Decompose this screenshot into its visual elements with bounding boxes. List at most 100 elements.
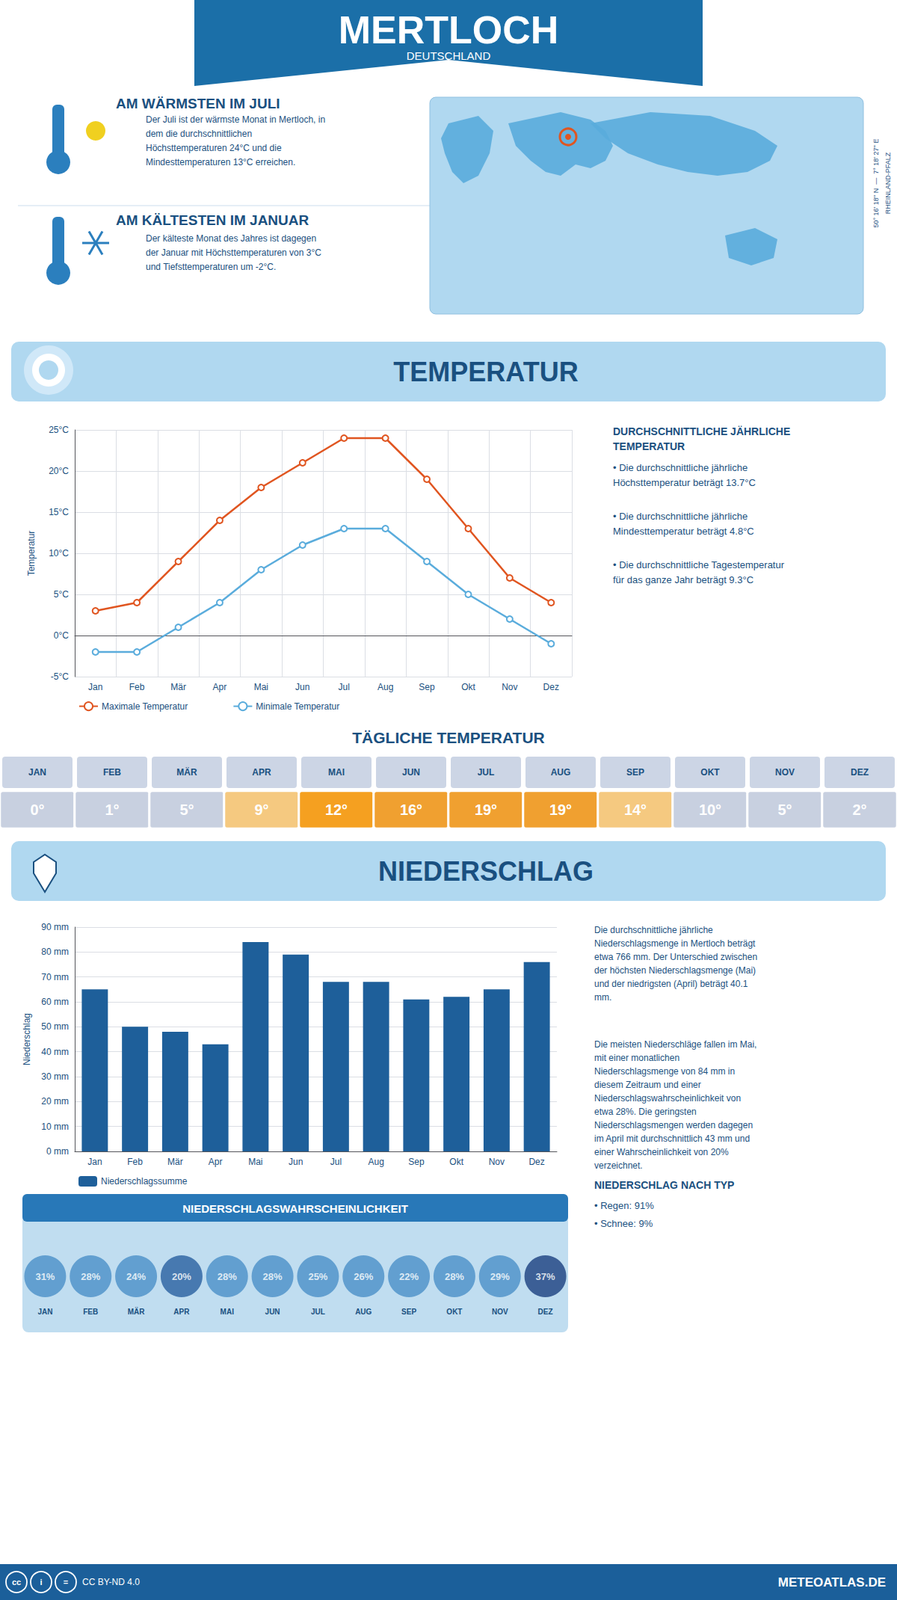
svg-text:80 mm: 80 mm — [41, 946, 69, 957]
svg-text:40 mm: 40 mm — [41, 1046, 69, 1057]
svg-text:JAN: JAN — [37, 1307, 53, 1316]
svg-text:14°: 14° — [624, 801, 647, 818]
svg-text:5°C: 5°C — [53, 589, 69, 600]
svg-text:12°: 12° — [325, 801, 348, 818]
svg-text:50 mm: 50 mm — [41, 1021, 69, 1032]
svg-text:APR: APR — [173, 1307, 190, 1316]
svg-text:5°: 5° — [777, 801, 792, 818]
svg-text:• Regen: 91%: • Regen: 91% — [594, 1199, 655, 1211]
svg-text:SEP: SEP — [401, 1307, 417, 1316]
svg-text:20 mm: 20 mm — [41, 1095, 69, 1107]
svg-text:25%: 25% — [307, 1270, 328, 1282]
svg-text:mit einer monatlichen: mit einer monatlichen — [594, 1052, 680, 1063]
svg-text:Jan: Jan — [88, 681, 103, 693]
svg-text:5°: 5° — [179, 801, 194, 818]
svg-text:25°C: 25°C — [48, 424, 69, 436]
svg-text:DEUTSCHLAND: DEUTSCHLAND — [406, 49, 492, 63]
svg-text:Feb: Feb — [127, 1156, 143, 1167]
svg-text:TÄGLICHE TEMPERATUR: TÄGLICHE TEMPERATUR — [352, 728, 545, 747]
svg-text:APR: APR — [251, 766, 272, 778]
svg-text:28%: 28% — [80, 1270, 101, 1282]
svg-text:für das ganze Jahr beträgt 9.3: für das ganze Jahr beträgt 9.3°C — [612, 574, 754, 586]
svg-text:Sep: Sep — [418, 681, 436, 693]
svg-text:DEZ: DEZ — [850, 766, 869, 778]
svg-text:Niederschlagsmenge von 84 mm i: Niederschlagsmenge von 84 mm in — [594, 1065, 735, 1077]
svg-text:Niederschlag: Niederschlag — [21, 1012, 33, 1066]
svg-text:NOV: NOV — [775, 766, 795, 778]
svg-text:Okt: Okt — [461, 681, 476, 693]
svg-text:AUG: AUG — [355, 1307, 372, 1316]
svg-text:AUG: AUG — [550, 766, 572, 778]
svg-text:31%: 31% — [35, 1270, 55, 1282]
svg-text:Jun: Jun — [295, 681, 310, 693]
svg-text:28%: 28% — [263, 1270, 283, 1282]
svg-text:NOV: NOV — [491, 1307, 509, 1316]
svg-text:Mär: Mär — [170, 681, 187, 693]
svg-text:29%: 29% — [490, 1270, 510, 1282]
svg-text:TEMPERATUR: TEMPERATUR — [393, 356, 578, 388]
svg-text:Mai: Mai — [254, 681, 269, 693]
svg-text:MAI: MAI — [328, 766, 345, 778]
svg-text:Okt: Okt — [449, 1156, 464, 1167]
svg-text:MÄR: MÄR — [127, 1306, 146, 1316]
svg-text:MAI: MAI — [220, 1307, 235, 1316]
svg-text:DEZ: DEZ — [538, 1307, 554, 1316]
svg-text:-5°C: -5°C — [50, 671, 69, 682]
svg-text:JUN: JUN — [402, 766, 421, 778]
svg-text:Maximale Temperatur: Maximale Temperatur — [101, 701, 188, 712]
svg-text:28%: 28% — [444, 1270, 465, 1282]
svg-text:verzeichnet.: verzeichnet. — [594, 1160, 643, 1171]
svg-text:NIEDERSCHLAGSWAHRSCHEINLICHKEI: NIEDERSCHLAGSWAHRSCHEINLICHKEIT — [182, 1201, 409, 1215]
svg-text:JAN: JAN — [28, 766, 47, 778]
svg-text:im April mit durchschnittlich: im April mit durchschnittlich 43 mm und — [594, 1133, 750, 1144]
svg-text:der Januar mit Höchsttemperatu: der Januar mit Höchsttemperaturen von 3°… — [145, 247, 322, 258]
svg-text:Mai: Mai — [248, 1156, 263, 1167]
svg-text:Feb: Feb — [129, 681, 146, 693]
svg-text:SEP: SEP — [626, 766, 645, 778]
svg-text:0 mm: 0 mm — [46, 1145, 69, 1157]
svg-text:etwa 28%. Die geringsten: etwa 28%. Die geringsten — [594, 1106, 697, 1117]
svg-text:Niederschlagsmengen werden dag: Niederschlagsmengen werden dagegen — [594, 1119, 753, 1131]
svg-text:FEB: FEB — [103, 766, 122, 778]
svg-text:i: i — [39, 1577, 42, 1587]
svg-text:10 mm: 10 mm — [41, 1121, 69, 1132]
svg-text:und Tiefsttemperaturen um -2°C: und Tiefsttemperaturen um -2°C. — [145, 261, 276, 273]
svg-text:Jul: Jul — [338, 681, 350, 693]
svg-text:MÄR: MÄR — [176, 766, 198, 778]
svg-text:TEMPERATUR: TEMPERATUR — [612, 440, 685, 453]
svg-text:OKT: OKT — [446, 1307, 462, 1316]
svg-text:19°: 19° — [549, 801, 572, 818]
svg-text:Apr: Apr — [213, 681, 228, 693]
svg-text:JUN: JUN — [265, 1307, 281, 1316]
svg-text:Die meisten Niederschläge fall: Die meisten Niederschläge fallen im Mai, — [594, 1039, 757, 1050]
svg-text:Jul: Jul — [330, 1156, 342, 1167]
svg-text:28%: 28% — [217, 1270, 237, 1282]
svg-text:Sep: Sep — [408, 1156, 425, 1167]
svg-text:Jan: Jan — [87, 1156, 102, 1167]
svg-text:Jun: Jun — [288, 1156, 303, 1167]
svg-text:Minimale Temperatur: Minimale Temperatur — [255, 701, 340, 712]
svg-text:AM WÄRMSTEN IM JULI: AM WÄRMSTEN IM JULI — [115, 95, 281, 112]
svg-text:50° 16' 18'' N — 7° 18' 27'': 50° 16' 18'' N — 7° 18' 27'' E — [872, 138, 880, 228]
svg-text:Dez: Dez — [543, 681, 560, 693]
svg-text:OKT: OKT — [700, 766, 720, 778]
svg-text:METEOATLAS.DE: METEOATLAS.DE — [778, 1574, 886, 1590]
svg-text:NIEDERSCHLAG: NIEDERSCHLAG — [378, 855, 594, 887]
svg-text:Niederschlagswahrscheinlichkei: Niederschlagswahrscheinlichkeit von — [594, 1092, 741, 1104]
svg-text:Temperatur: Temperatur — [26, 530, 37, 577]
svg-text:diesem Zeitraum und einer: diesem Zeitraum und einer — [594, 1079, 702, 1090]
svg-text:37%: 37% — [535, 1270, 556, 1282]
svg-text:Aug: Aug — [377, 681, 394, 693]
svg-text:Höchsttemperaturen 24°C und di: Höchsttemperaturen 24°C und die — [145, 142, 282, 154]
svg-text:=: = — [63, 1577, 69, 1587]
svg-text:20°C: 20°C — [48, 465, 69, 477]
svg-text:15°C: 15°C — [48, 506, 69, 518]
svg-text:• Die durchschnittliche Tagest: • Die durchschnittliche Tagestemperatur — [612, 559, 785, 571]
svg-text:CC BY-ND 4.0: CC BY-ND 4.0 — [82, 1576, 140, 1587]
svg-text:Nov: Nov — [488, 1156, 505, 1167]
svg-text:JUL: JUL — [477, 766, 495, 778]
svg-text:der höchsten Niederschlagsmeng: der höchsten Niederschlagsmenge (Mai) — [594, 965, 756, 976]
svg-text:• Die durchschnittliche jährli: • Die durchschnittliche jährliche — [612, 461, 748, 474]
svg-text:Mindesttemperatur beträgt 4.8°: Mindesttemperatur beträgt 4.8°C — [612, 525, 755, 537]
svg-text:30 mm: 30 mm — [41, 1071, 69, 1082]
